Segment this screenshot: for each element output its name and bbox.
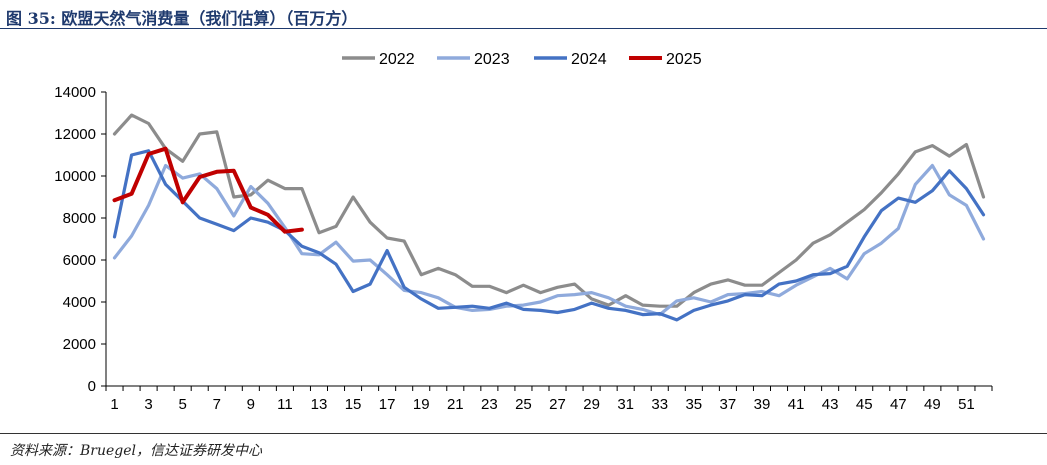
y-tick-label: 8000 [63, 210, 96, 227]
x-tick-label: 45 [856, 396, 873, 413]
y-tick-label: 2000 [63, 336, 96, 353]
x-tick-label: 19 [413, 396, 430, 413]
x-tick-label: 37 [720, 396, 737, 413]
series-line-2025 [112, 146, 304, 234]
series-line-2024 [112, 149, 986, 322]
legend-label-2023: 2023 [474, 51, 510, 68]
x-tick-label: 35 [685, 396, 702, 413]
x-tick-label: 33 [651, 396, 668, 413]
x-tick-label: 7 [213, 396, 221, 413]
x-tick-label: 15 [345, 396, 362, 413]
y-tick-label: 4000 [63, 294, 96, 311]
series-line-2022 [112, 113, 986, 308]
x-tick-label: 41 [788, 396, 805, 413]
y-tick-label: 14000 [54, 84, 96, 101]
x-tick-label: 29 [583, 396, 600, 413]
x-tick-label: 9 [247, 396, 255, 413]
x-tick-label: 11 [277, 396, 293, 413]
x-tick-label: 23 [481, 396, 498, 413]
x-tick-label: 17 [379, 396, 396, 413]
x-tick-label: 13 [311, 396, 328, 413]
y-tick-label: 12000 [54, 126, 96, 143]
x-tick-label: 47 [890, 396, 907, 413]
x-tick-label: 1 [110, 396, 118, 413]
source-note: 资料来源：Bruegel，信达证券研发中心 [10, 443, 263, 459]
series-line-2023 [112, 163, 986, 317]
x-tick-label: 27 [549, 396, 566, 413]
legend-label-2025: 2025 [666, 51, 702, 68]
x-tick-label: 43 [822, 396, 839, 413]
x-tick-label: 25 [515, 396, 532, 413]
y-tick-label: 0 [88, 378, 96, 395]
x-tick-label: 3 [144, 396, 152, 413]
y-tick-label: 6000 [63, 252, 96, 269]
x-tick-label: 51 [958, 396, 975, 413]
figure-title: 图 35: 欧盟天然气消费量（我们估算）（百万方） [6, 9, 358, 28]
legend-label-2024: 2024 [571, 51, 607, 68]
y-tick-label: 10000 [54, 168, 96, 185]
source-divider [0, 433, 1047, 434]
x-tick-label: 39 [754, 396, 771, 413]
x-tick-label: 5 [179, 396, 187, 413]
x-tick-label: 31 [617, 396, 634, 413]
legend-label-2022: 2022 [379, 51, 415, 68]
x-tick-label: 21 [447, 396, 464, 413]
x-tick-label: 49 [924, 396, 941, 413]
title-divider [0, 28, 1047, 29]
